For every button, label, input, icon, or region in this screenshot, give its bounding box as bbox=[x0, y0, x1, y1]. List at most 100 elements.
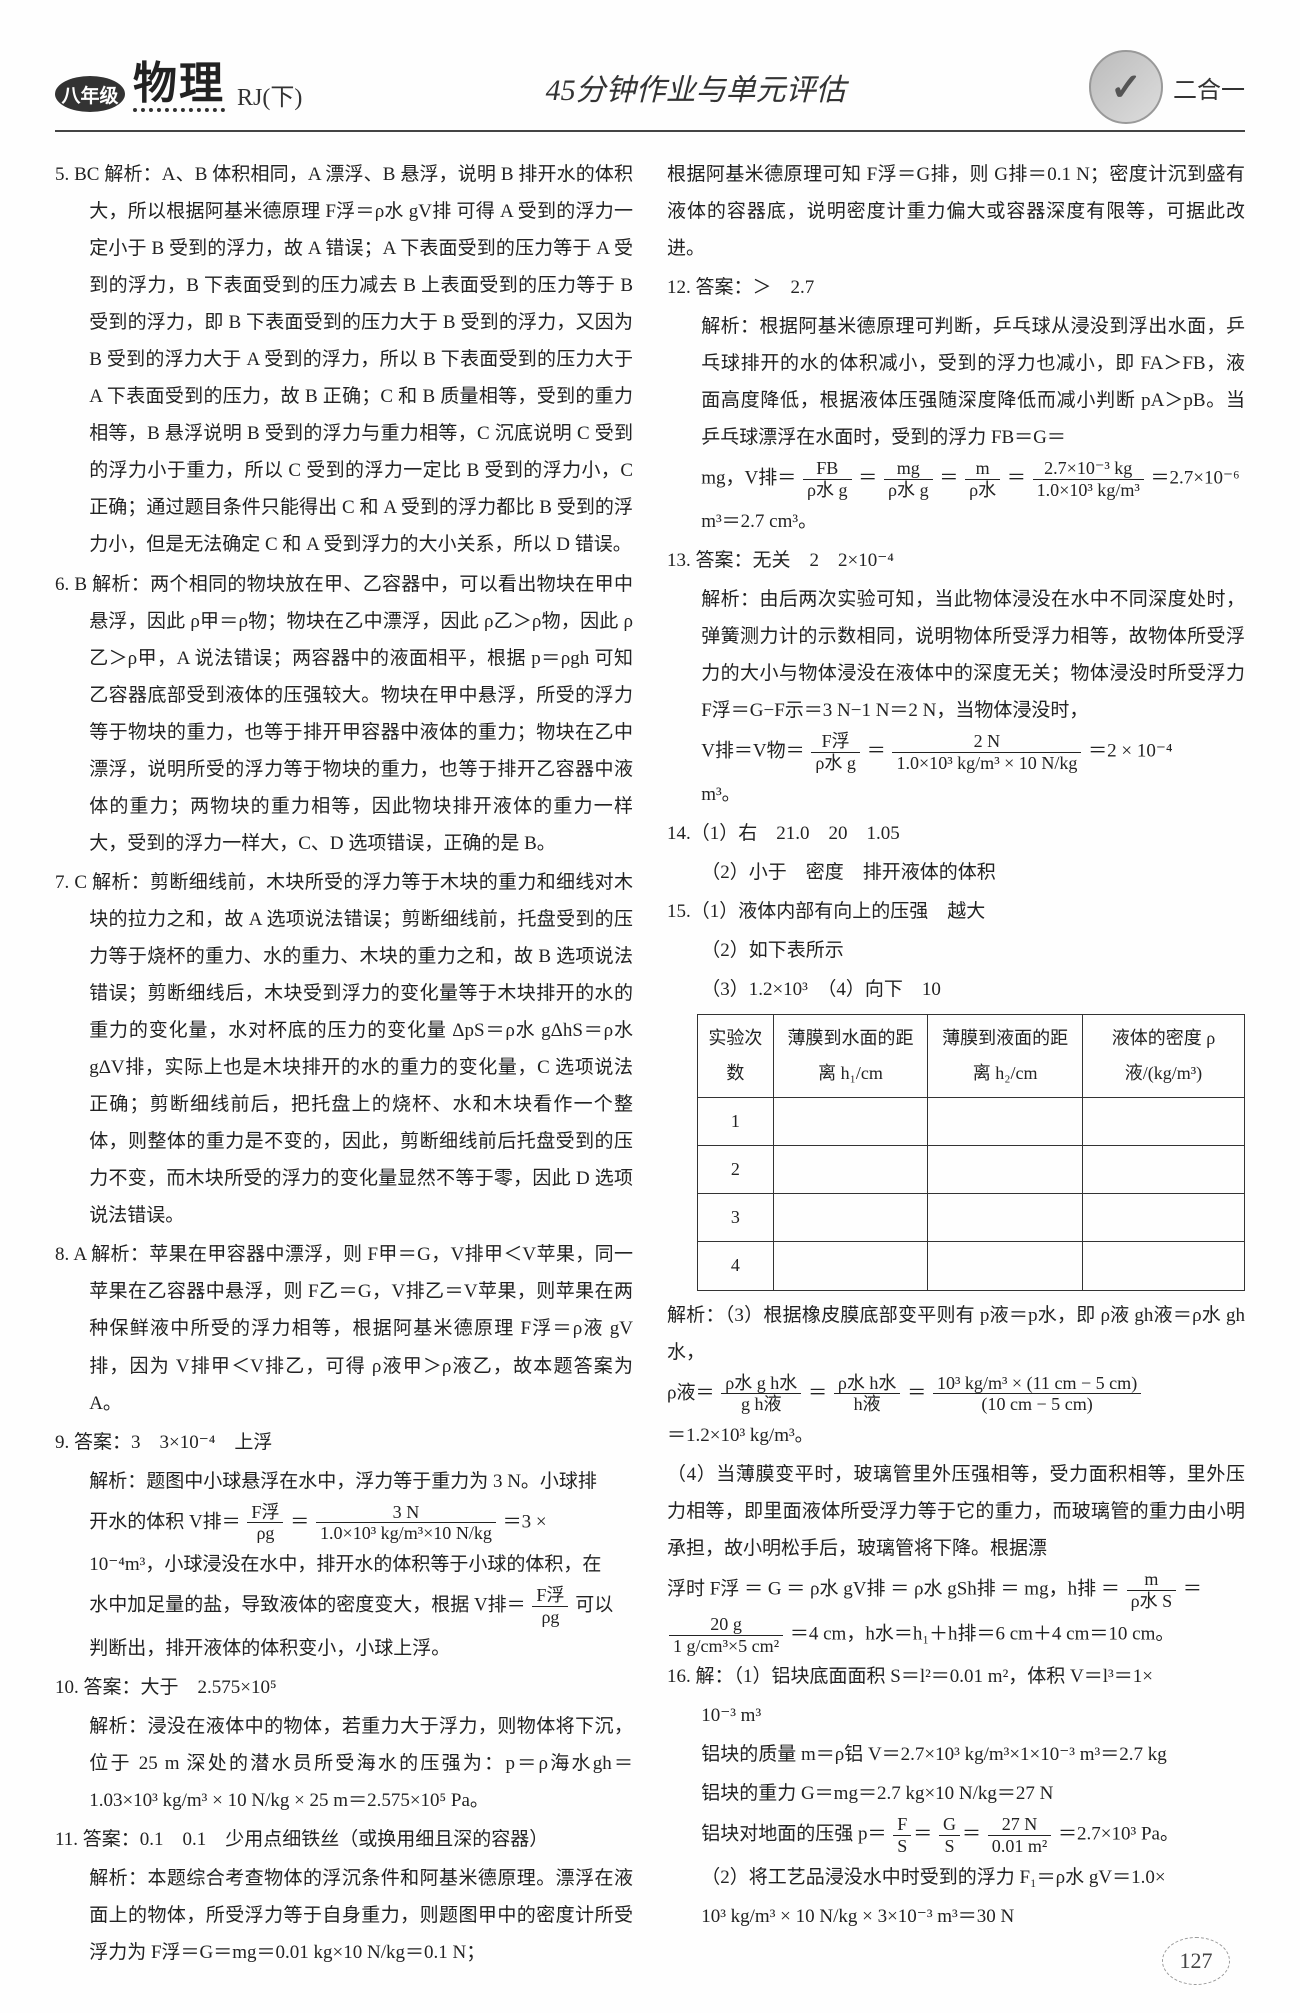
q9-eq-eq: ＝ bbox=[290, 1511, 309, 1532]
q5-body: 解析：A、B 体积相同，A 漂浮、B 悬浮，说明 B 排开水的体积大，所以根据阿… bbox=[89, 164, 633, 555]
q15-l3: （3）1.2×10³ （4）向下 10 bbox=[667, 971, 1245, 1008]
q10-body: 解析：浸没在液体中的物体，若重力大于浮力，则物体将下沉，位于 25 m 深处的潜… bbox=[55, 1708, 633, 1819]
q13-f1: F浮ρ水 g bbox=[811, 731, 860, 774]
q16-l4res: ＝2.7×10³ Pa。 bbox=[1058, 1824, 1179, 1845]
q9-b3b: 可以 bbox=[575, 1595, 613, 1616]
logo-icon: ✓ bbox=[1089, 50, 1163, 124]
q12-label: 12. 答案：＞ 2.7 bbox=[667, 269, 1245, 306]
table-row: 4 bbox=[698, 1242, 1245, 1290]
q12-f1: FBρ水 g bbox=[803, 458, 852, 501]
q11-label: 11. 答案：0.1 0.1 少用点细铁丝（或换用细且深的容器） bbox=[55, 1821, 633, 1858]
q11-body: 解析：本题综合考查物体的浮沉条件和阿基米德原理。漂浮在液面上的物体，所受浮力等于… bbox=[55, 1860, 633, 1971]
q16-f1: FS bbox=[893, 1814, 911, 1857]
q13-f2: 2 N1.0×10³ kg/m³ × 10 N/kg bbox=[892, 731, 1081, 774]
q9-label: 9. 答案：3 3×10⁻⁴ 上浮 bbox=[55, 1424, 633, 1461]
table-row: 2 bbox=[698, 1146, 1245, 1194]
q7: 7. C 解析：剪断细线前，木块所受的浮力等于木块的重力和细线对木块的拉力之和，… bbox=[55, 864, 633, 1234]
q16-l1: 16. 解：（1）铝块底面面积 S＝l²＝0.01 m²，体积 V＝l³＝1× bbox=[667, 1658, 1245, 1695]
q14-l1: 14.（1）右 21.0 20 1.05 bbox=[667, 815, 1245, 852]
center-title: 45分钟作业与单元评估 bbox=[546, 65, 846, 109]
q9-b1: 解析：题图中小球悬浮在水中，浮力等于重力为 3 N。小球排 bbox=[55, 1463, 633, 1500]
q6-body: 解析：两个相同的物块放在甲、乙容器中，可以看出物块在甲中悬浮，因此 ρ甲＝ρ物；… bbox=[89, 574, 633, 854]
q15-a4eq2: 20 g1 g/cm³×5 cm² ＝4 cm，h水＝h₁＋h排＝6 cm＋4 … bbox=[667, 1614, 1245, 1657]
q9-frac1: F浮ρg bbox=[247, 1502, 283, 1545]
q9-b2: 10⁻⁴m³，小球浸没在水中，排开水的体积等于小球的体积，在 bbox=[55, 1546, 633, 1583]
q5: 5. BC 解析：A、B 体积相同，A 漂浮、B 悬浮，说明 B 排开水的体积大… bbox=[55, 156, 633, 564]
q15-a3e1: ＝ bbox=[808, 1382, 827, 1403]
grade-badge: 八年级 bbox=[55, 76, 125, 112]
right-column: 根据阿基米德原理可知 F浮＝G排，则 G排＝0.1 N；密度计沉到盛有液体的容器… bbox=[667, 156, 1245, 1973]
subject-title: 物理 bbox=[133, 62, 225, 112]
q15-a3f2: ρ水 h水h液 bbox=[834, 1373, 901, 1416]
edition-label: RJ(下) bbox=[237, 77, 302, 112]
q9-b3: 水中加足量的盐，导致液体的密度变大，根据 V排＝ F浮ρg 可以 bbox=[55, 1585, 633, 1628]
q12-b1: 解析：根据阿基米德原理可判断，乒乓球从浸没到浮出水面，乒乓球排开的水的体积减小，… bbox=[667, 308, 1245, 456]
q12-res: ＝2.7×10⁻⁶ bbox=[1151, 468, 1240, 489]
page-number-value: 127 bbox=[1162, 1937, 1230, 1985]
q10-label: 10. 答案：大于 2.575×10⁵ bbox=[55, 1669, 633, 1706]
header-left: 八年级 物理 RJ(下) bbox=[55, 62, 302, 112]
th-2: 薄膜到液面的距离 h₂/cm bbox=[928, 1014, 1083, 1097]
q15-a4m: ＝ bbox=[1183, 1579, 1202, 1600]
th-3: 液体的密度 ρ液/(kg/m³) bbox=[1082, 1014, 1244, 1097]
table-row: 3 bbox=[698, 1194, 1245, 1242]
q15-a3res: ＝1.2×10³ kg/m³。 bbox=[667, 1417, 1245, 1454]
q9-b3a: 水中加足量的盐，导致液体的密度变大，根据 V排＝ bbox=[89, 1595, 525, 1616]
q16-l3: 铝块的重力 G＝mg＝2.7 kg×10 N/kg＝27 N bbox=[667, 1775, 1245, 1812]
header-right: ✓ 二合一 bbox=[1089, 50, 1245, 124]
page: 八年级 物理 RJ(下) 45分钟作业与单元评估 ✓ 二合一 5. BC 解析：… bbox=[0, 0, 1300, 2013]
page-number: 127 bbox=[1162, 1937, 1230, 1985]
q16-l4pre: 铝块对地面的压强 p＝ bbox=[701, 1824, 886, 1845]
q15-table: 实验次数 薄膜到水面的距离 h₁/cm 薄膜到液面的距离 h₂/cm 液体的密度… bbox=[697, 1014, 1245, 1291]
q9-eq-res: ＝3 × bbox=[503, 1511, 547, 1532]
q6: 6. B 解析：两个相同的物块放在甲、乙容器中，可以看出物块在甲中悬浮，因此 ρ… bbox=[55, 566, 633, 862]
q13-pre: V排＝V物＝ bbox=[701, 741, 804, 762]
table-row: 1 bbox=[698, 1098, 1245, 1146]
q8-label: 8. A bbox=[55, 1244, 86, 1265]
q16-l1b: 10⁻³ m³ bbox=[667, 1697, 1245, 1734]
q12-e1: ＝ bbox=[858, 468, 877, 489]
q5-label: 5. BC bbox=[55, 164, 99, 185]
q15-a3a: 解析：（3）根据橡皮膜底部变平则有 p液＝p水，即 ρ液 gh液＝ρ水 gh水， bbox=[667, 1297, 1245, 1371]
th-0: 实验次数 bbox=[698, 1014, 774, 1097]
q15-l1: 15.（1）液体内部有向上的压强 越大 bbox=[667, 893, 1245, 930]
q12-f3: mρ水 bbox=[965, 458, 1000, 501]
content: 5. BC 解析：A、B 体积相同，A 漂浮、B 悬浮，说明 B 排开水的体积大… bbox=[55, 156, 1245, 1973]
page-header: 八年级 物理 RJ(下) 45分钟作业与单元评估 ✓ 二合一 bbox=[55, 50, 1245, 132]
q6-label: 6. B bbox=[55, 574, 87, 595]
q13-e1: ＝ bbox=[867, 741, 886, 762]
q14-l2: （2）小于 密度 排开液体的体积 bbox=[667, 854, 1245, 891]
q9-frac3: F浮ρg bbox=[532, 1585, 568, 1628]
q11-cont: 根据阿基米德原理可知 F浮＝G排，则 G排＝0.1 N；密度计沉到盛有液体的容器… bbox=[667, 156, 1245, 267]
q15-a3f1: ρ水 g h水g h液 bbox=[721, 1373, 801, 1416]
table-header-row: 实验次数 薄膜到水面的距离 h₁/cm 薄膜到液面的距离 h₂/cm 液体的密度… bbox=[698, 1014, 1245, 1097]
q13-eq: V排＝V物＝ F浮ρ水 g ＝ 2 N1.0×10³ kg/m³ × 10 N/… bbox=[667, 731, 1245, 774]
q15-a4pre: 浮时 F浮 ＝ G ＝ ρ水 gV排 ＝ ρ水 gSh排 ＝ mg，h排 ＝ bbox=[667, 1579, 1120, 1600]
q16-l5: （2）将工艺品浸没水中时受到的浮力 F₁＝ρ水 gV＝1.0× bbox=[667, 1859, 1245, 1896]
q12-f4: 2.7×10⁻³ kg1.0×10³ kg/m³ bbox=[1033, 458, 1144, 501]
q16-f2: GS bbox=[939, 1814, 960, 1857]
q15-a3f3: 10³ kg/m³ × (11 cm − 5 cm)(10 cm − 5 cm) bbox=[933, 1373, 1141, 1416]
q9-eq-pre: 开水的体积 V排＝ bbox=[89, 1511, 240, 1532]
q15-a4res: ＝4 cm，h水＝h₁＋h排＝6 cm＋4 cm＝10 cm。 bbox=[790, 1623, 1174, 1644]
q16-l6: 10³ kg/m³ × 10 N/kg × 3×10⁻³ m³＝30 N bbox=[667, 1898, 1245, 1935]
th-1: 薄膜到水面的距离 h₁/cm bbox=[773, 1014, 928, 1097]
q7-label: 7. C bbox=[55, 872, 87, 893]
q15-a4a: （4）当薄膜变平时，玻璃管里外压强相等，受力面积相等，里外压力相等，即里面液体所… bbox=[667, 1456, 1245, 1567]
q9-eq: 开水的体积 V排＝ F浮ρg ＝ 3 N1.0×10³ kg/m³×10 N/k… bbox=[55, 1502, 633, 1545]
q12-e3: ＝ bbox=[1007, 468, 1026, 489]
q8-body: 解析：苹果在甲容器中漂浮，则 F甲＝G，V排甲＜V苹果，同一苹果在乙容器中悬浮，… bbox=[89, 1244, 633, 1413]
q9-b4: 判断出，排开液体的体积变小，小球上浮。 bbox=[55, 1630, 633, 1667]
q15-a4f2: 20 g1 g/cm³×5 cm² bbox=[669, 1614, 783, 1657]
q15-a3pre: ρ液＝ bbox=[667, 1382, 714, 1403]
q13-b1: 解析：由后两次实验可知，当此物体浸没在水中不同深度处时，弹簧测力计的示数相同，说… bbox=[667, 581, 1245, 729]
q12-pre: mg，V排＝ bbox=[701, 468, 796, 489]
q15-a4eq: 浮时 F浮 ＝ G ＝ ρ水 gV排 ＝ ρ水 gSh排 ＝ mg，h排 ＝ m… bbox=[667, 1569, 1245, 1612]
q13-label: 13. 答案：无关 2 2×10⁻⁴ bbox=[667, 542, 1245, 579]
q15-l2: （2）如下表所示 bbox=[667, 932, 1245, 969]
q16-f3: 27 N0.01 m² bbox=[988, 1814, 1052, 1857]
q15-a4f1: mρ水 S bbox=[1127, 1569, 1177, 1612]
q15-a3e2: ＝ bbox=[907, 1382, 926, 1403]
combo-label: 二合一 bbox=[1173, 70, 1245, 105]
q16-l4: 铝块对地面的压强 p＝ FS＝ GS＝ 27 N0.01 m² ＝2.7×10³… bbox=[667, 1814, 1245, 1857]
